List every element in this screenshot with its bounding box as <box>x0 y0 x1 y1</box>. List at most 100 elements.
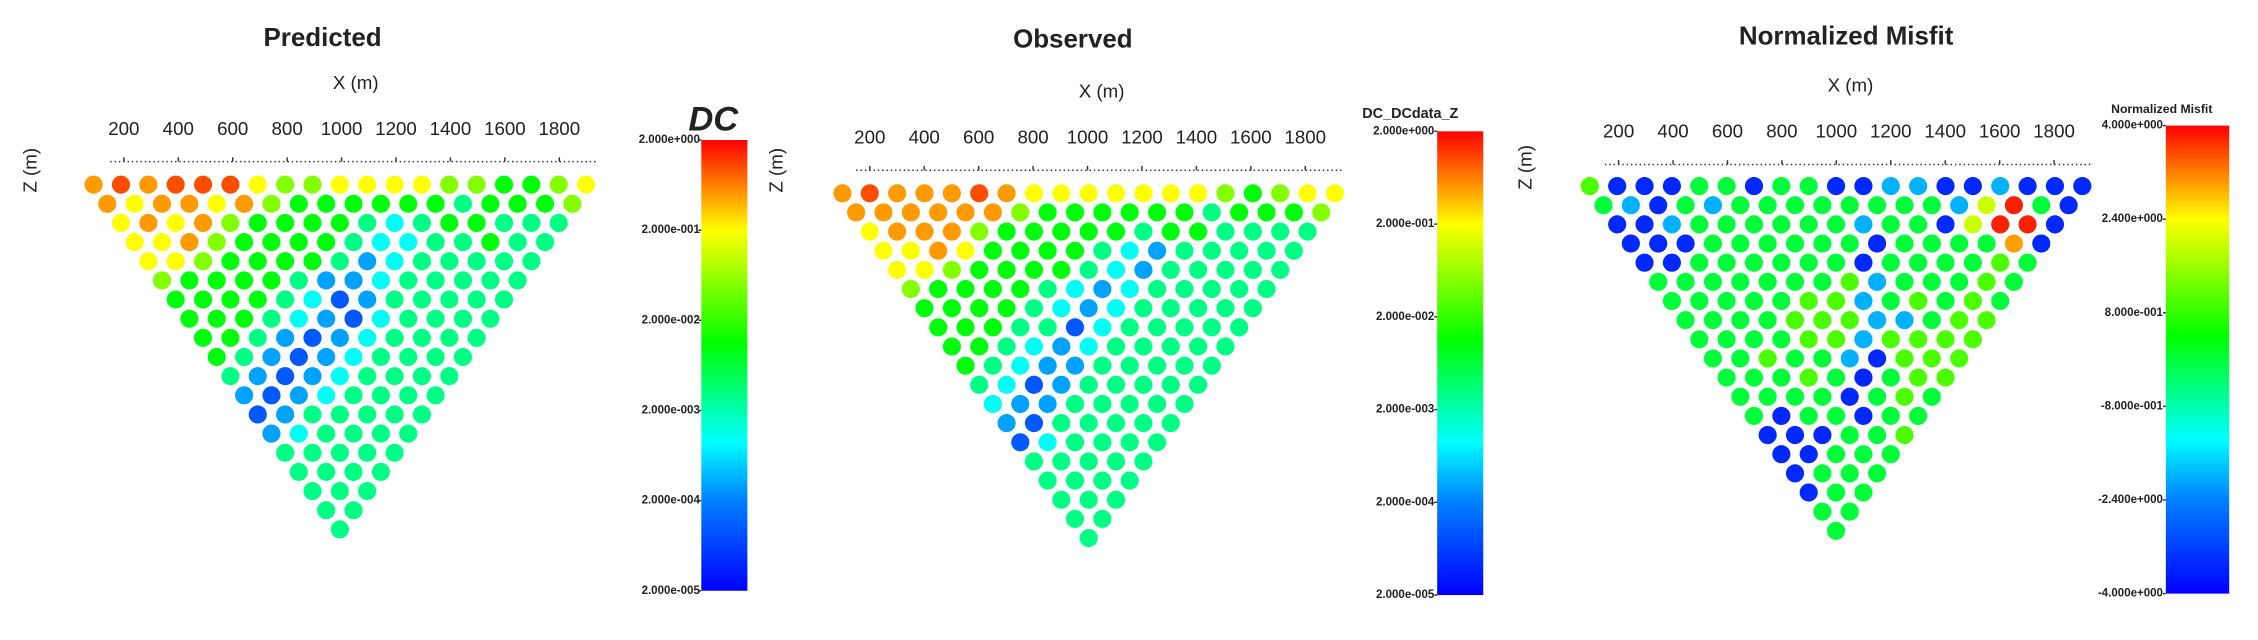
data-point <box>970 222 989 241</box>
data-point <box>956 318 975 337</box>
x-tick-label: 1800 <box>1284 126 1326 147</box>
data-point <box>1731 349 1750 368</box>
data-point <box>358 405 377 424</box>
data-point <box>1175 279 1194 299</box>
data-point <box>1922 311 1941 330</box>
x-tick-label: 1200 <box>375 118 417 139</box>
data-point <box>1024 337 1044 356</box>
data-point <box>1690 177 1709 196</box>
data-point <box>1106 414 1126 433</box>
data-point <box>1024 299 1044 318</box>
data-point <box>344 462 363 481</box>
data-point <box>1298 184 1317 203</box>
data-point <box>860 184 879 203</box>
data-point <box>1202 203 1221 222</box>
data-point <box>1093 433 1112 452</box>
data-point <box>494 252 514 271</box>
data-point <box>1038 318 1057 337</box>
data-point <box>1608 215 1627 234</box>
data-point <box>111 213 131 233</box>
data-point <box>1065 356 1085 375</box>
data-point <box>929 203 948 222</box>
data-point <box>1024 184 1044 203</box>
data-point <box>1216 184 1235 203</box>
data-point <box>152 194 172 213</box>
data-point <box>1744 291 1764 311</box>
data-point <box>1148 394 1167 414</box>
data-point <box>1717 215 1736 234</box>
data-point <box>1161 222 1180 241</box>
data-point <box>371 194 390 213</box>
data-point <box>1052 375 1071 394</box>
data-point <box>1758 425 1777 445</box>
data-point <box>1038 433 1057 452</box>
data-point <box>888 184 907 203</box>
data-point <box>1826 291 1846 311</box>
data-point <box>1011 356 1030 375</box>
data-point <box>303 328 322 347</box>
data-point <box>440 290 459 309</box>
data-point <box>1161 299 1180 318</box>
data-point <box>1785 311 1805 330</box>
z-axis-label: Z (m) <box>1514 145 1535 190</box>
data-point <box>371 233 390 252</box>
data-point <box>1120 471 1139 490</box>
data-point <box>84 175 103 194</box>
data-point <box>1922 234 1941 253</box>
data-point <box>1106 452 1126 471</box>
data-point <box>1065 279 1085 299</box>
data-point <box>1799 445 1818 464</box>
data-point <box>1799 330 1818 349</box>
data-point <box>317 271 336 290</box>
data-point <box>1134 299 1153 318</box>
data-point <box>426 194 445 213</box>
data-point <box>1662 177 1681 196</box>
x-tick-label: 1000 <box>1067 126 1109 147</box>
data-point <box>248 175 267 194</box>
data-point <box>1717 368 1736 387</box>
data-point <box>385 443 404 462</box>
data-point <box>453 309 473 328</box>
data-point <box>330 443 349 462</box>
data-point <box>1312 203 1331 222</box>
data-point <box>1895 349 1914 368</box>
data-point <box>193 252 213 271</box>
data-point <box>1936 330 1955 349</box>
data-point <box>1052 184 1071 203</box>
data-point <box>1868 196 1887 215</box>
data-point <box>303 405 322 424</box>
data-point <box>426 347 445 367</box>
data-point <box>1813 234 1832 253</box>
data-point <box>207 271 226 290</box>
data-point <box>317 194 336 213</box>
data-point <box>125 194 144 213</box>
data-point <box>1038 241 1057 260</box>
data-point <box>1649 234 1668 253</box>
colorbar-tick-label: 2.000e-004 <box>1376 496 1435 508</box>
data-point <box>522 175 541 194</box>
data-point <box>1936 291 1955 311</box>
data-point <box>888 260 907 279</box>
data-point <box>317 233 336 252</box>
data-point <box>1120 356 1139 375</box>
data-point <box>1052 452 1071 471</box>
data-point <box>289 271 308 290</box>
data-point <box>1826 330 1846 349</box>
data-point <box>1120 279 1139 299</box>
z-axis-label: Z (m) <box>20 148 41 193</box>
data-point <box>1813 272 1832 291</box>
data-point <box>1120 241 1139 260</box>
data-point <box>1038 394 1057 414</box>
data-point <box>207 194 226 213</box>
data-point <box>440 175 459 194</box>
x-axis-label: X (m) <box>1828 75 1874 96</box>
data-point <box>1840 311 1859 330</box>
data-point <box>1731 196 1750 215</box>
data-point <box>901 241 920 260</box>
data-point <box>1909 330 1928 349</box>
data-point <box>1284 203 1303 222</box>
data-point <box>1950 311 1969 330</box>
data-point <box>1854 406 1873 425</box>
data-point <box>262 424 281 443</box>
data-point <box>1854 215 1873 234</box>
